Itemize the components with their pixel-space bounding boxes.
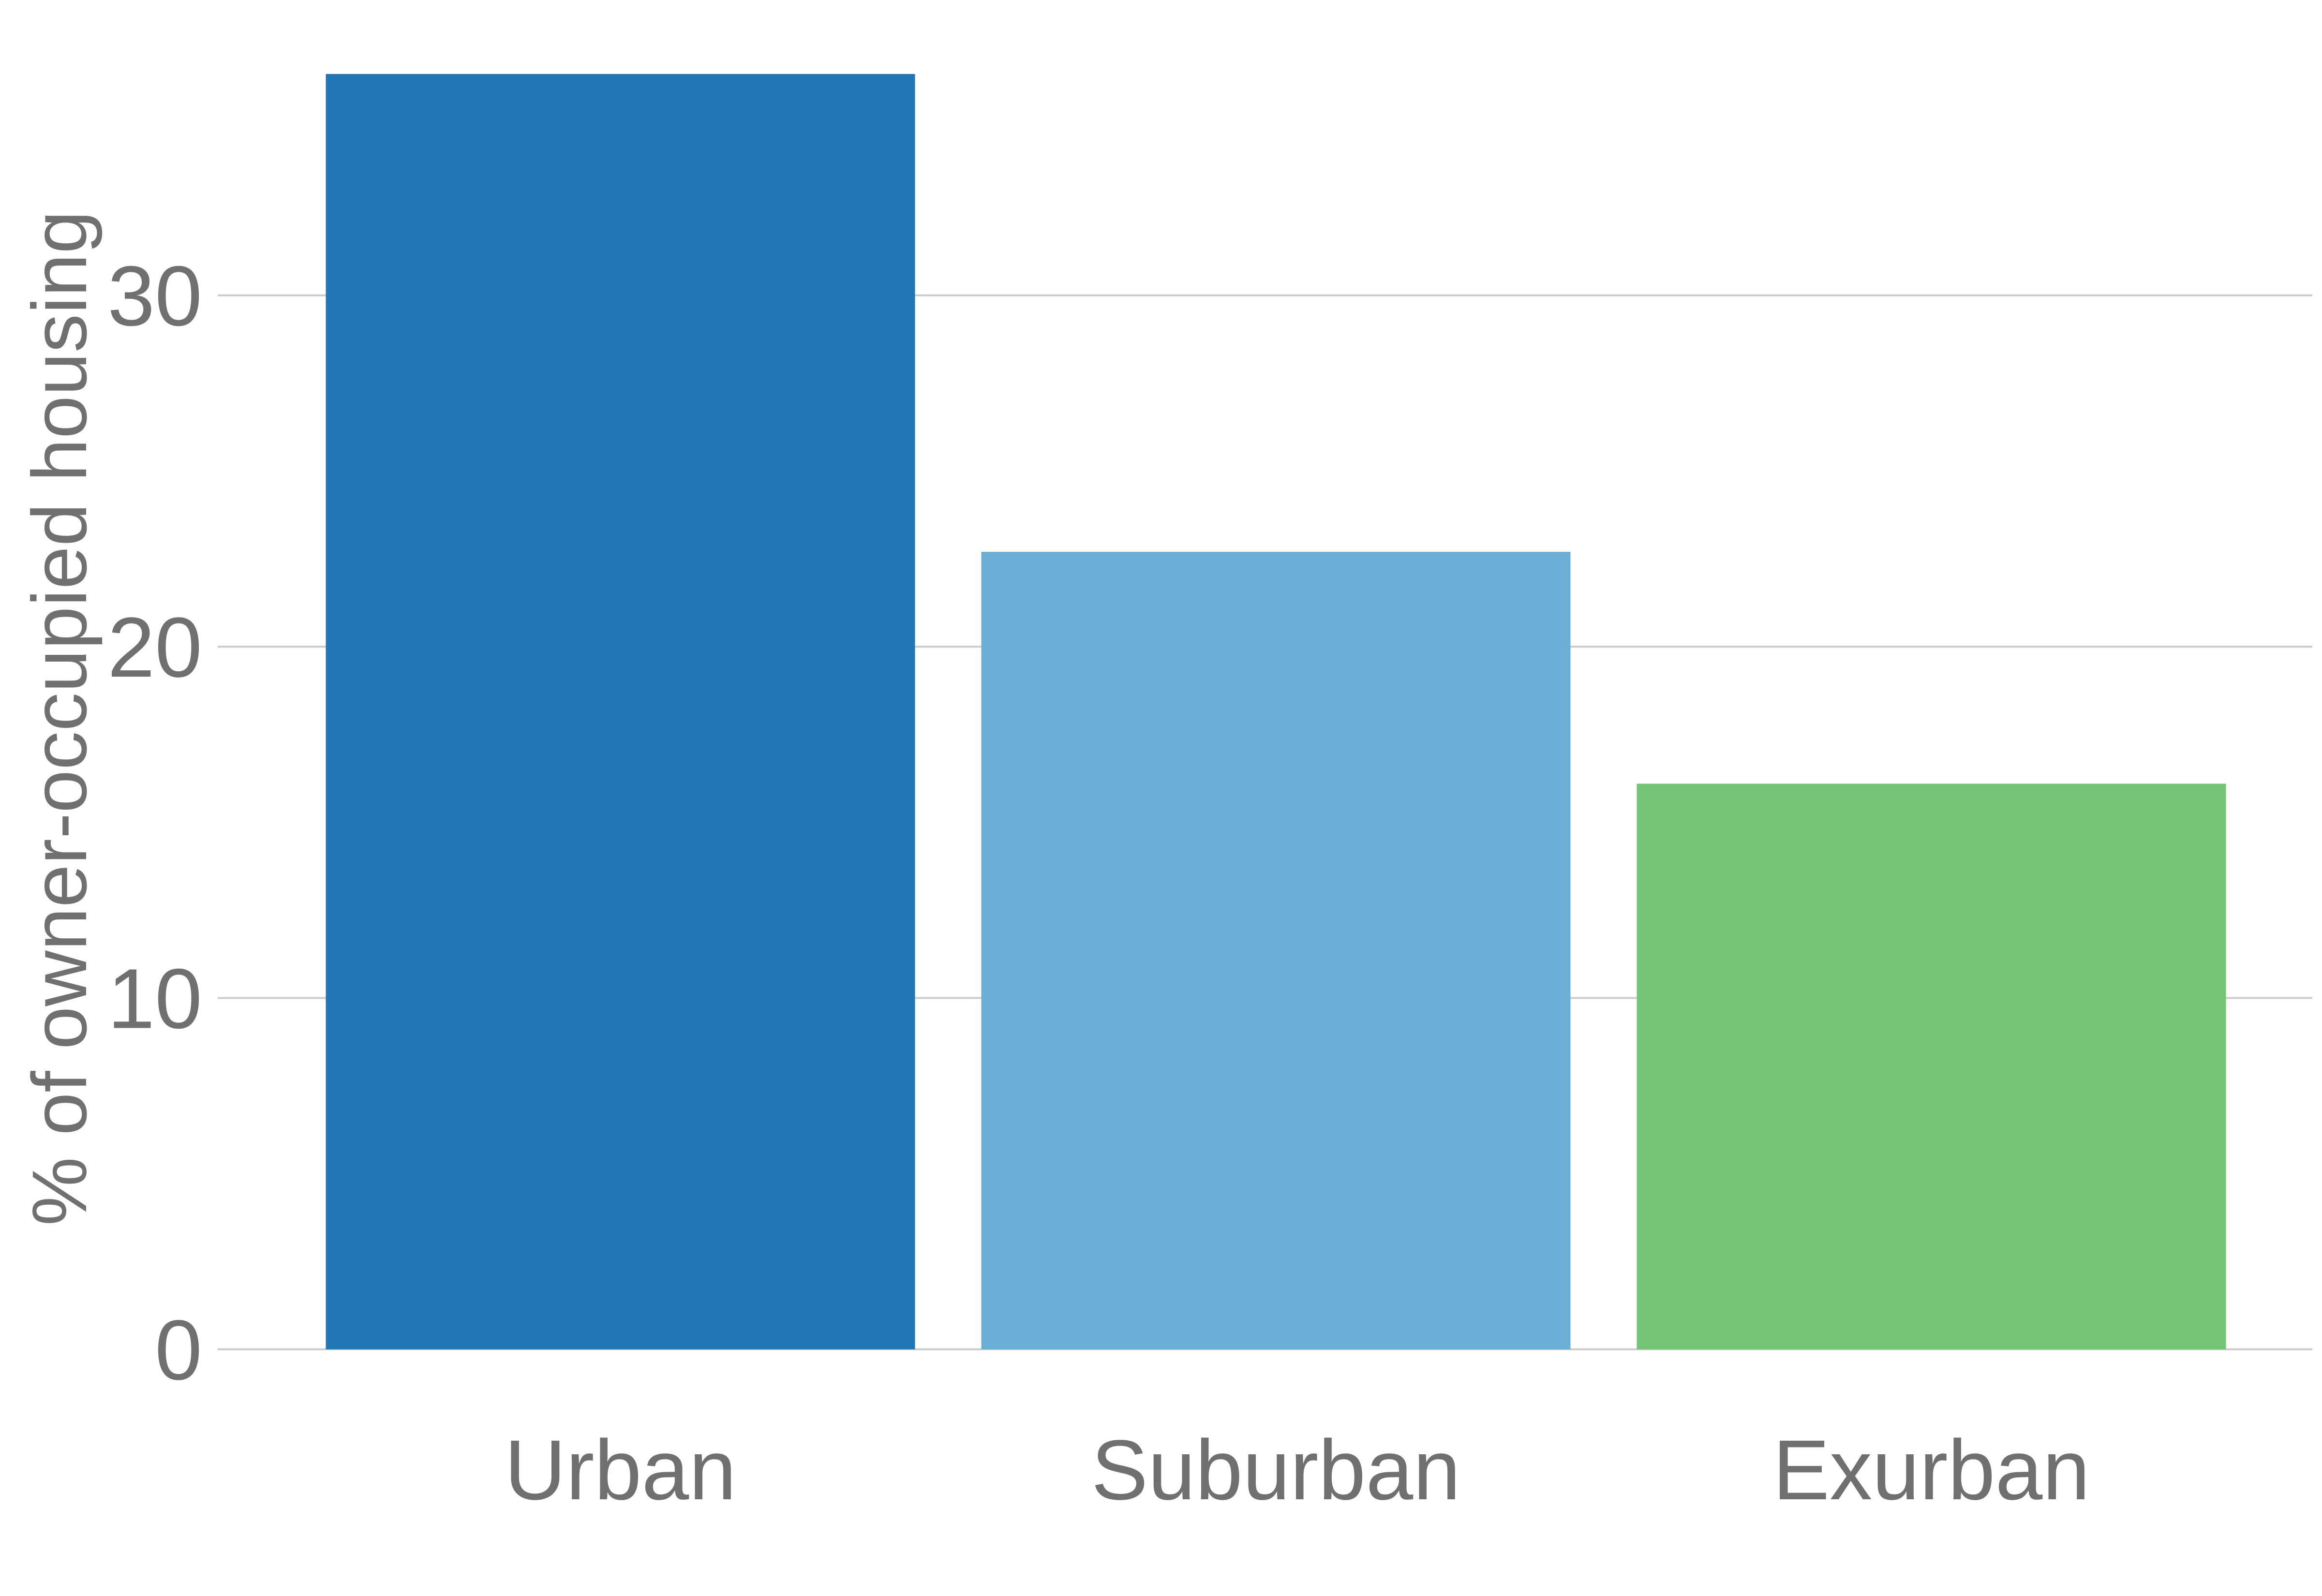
bar-suburban [981, 551, 1571, 1349]
bar-urban [326, 74, 915, 1349]
category-label-suburban: Suburban [1091, 1423, 1460, 1518]
y-axis-title: % of owner-occupied housing [16, 210, 103, 1226]
category-label-urban: Urban [505, 1423, 736, 1518]
bars [326, 74, 2226, 1349]
y-axis-ticks: 0 10 20 30 [107, 249, 202, 1398]
bar-exurban [1637, 783, 2226, 1349]
y-tick-label-0: 0 [155, 1303, 202, 1398]
category-label-exurban: Exurban [1773, 1423, 2090, 1518]
y-tick-label-20: 20 [107, 600, 202, 695]
x-axis-categories: Urban Suburban Exurban [505, 1423, 2090, 1518]
y-tick-label-10: 10 [107, 952, 202, 1047]
y-tick-label-30: 30 [107, 249, 202, 344]
